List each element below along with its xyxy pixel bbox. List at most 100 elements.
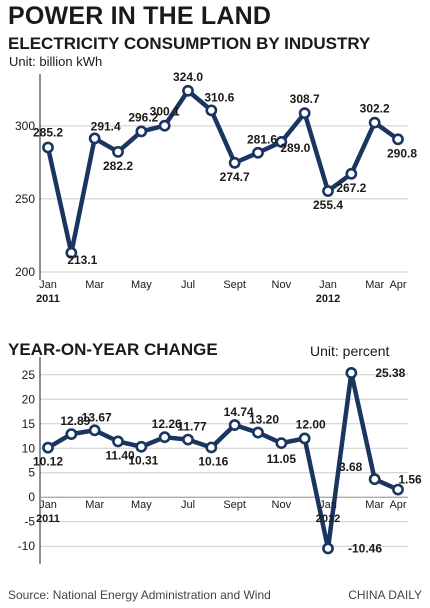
chart2-data-point: [65, 428, 78, 441]
chart1-data-point: [252, 146, 264, 159]
chart1-data-label: 324.0: [173, 70, 203, 84]
chart2-data-label: 10.31: [128, 454, 158, 468]
chart2-y-tick-label: 0: [28, 490, 35, 504]
chart2-x-tick-year-label: 2011: [36, 513, 60, 525]
main-title: POWER IN THE LAND: [8, 2, 272, 30]
chart2-data-label: 12.89: [60, 414, 90, 428]
chart1-y-tick-label: 250: [15, 192, 35, 206]
chart2-data-point: [112, 435, 124, 448]
chart2-data-point: [205, 441, 218, 454]
chart1-x-tick-label: Mar: [365, 279, 384, 291]
chart1-series-line: [45, 88, 401, 256]
chart2-y-tick-label: -5: [24, 515, 35, 529]
chart2-data-point: [345, 367, 358, 379]
chart2-data-label: 1.56: [398, 473, 422, 487]
chart1-data-point: [42, 141, 54, 154]
chart2-data-point: [275, 437, 288, 450]
chart1-x-tick-label: Nov: [272, 279, 292, 291]
chart1-data-point: [205, 104, 218, 117]
chart1-x-tick-label: Jan: [39, 279, 57, 291]
chart1-data-label: 282.2: [103, 159, 133, 173]
chart1-data-point: [298, 107, 311, 120]
chart1-data-point: [158, 119, 171, 132]
chart2-x-tick-label: Jul: [181, 499, 195, 511]
chart2-data-point: [298, 432, 311, 445]
chart2-data-label: 11.40: [105, 448, 135, 462]
chart2-data-point: [158, 431, 171, 444]
chart2-data-point: [392, 483, 404, 496]
chart1-data-point: [65, 246, 78, 259]
chart2-data-label: 25.38: [375, 366, 405, 380]
chart2-data-label: 10.16: [198, 454, 228, 468]
chart2-x-tick-label: Apr: [389, 499, 406, 511]
chart2-data-label: -10.46: [348, 541, 382, 555]
chart2-data-point: [135, 440, 148, 453]
chart2-x-tick-label: Sept: [223, 499, 246, 511]
chart2-data-label: 14.74: [224, 405, 254, 419]
chart2-data-label: 13.20: [249, 413, 279, 427]
chart1-data-label: 302.2: [360, 102, 390, 116]
chart2-x-tick-label: Nov: [272, 499, 292, 511]
chart1-data-point: [135, 125, 148, 138]
chart2-x-tick-label: Mar: [85, 499, 104, 511]
chart2-data-point: [182, 433, 194, 446]
chart1-data-point: [228, 156, 241, 169]
chart1-x-tick-label: Apr: [389, 279, 406, 291]
chart2-series-line: [45, 370, 401, 551]
chart1-x-tick-label: Jul: [181, 279, 195, 291]
chart2-x-tick-year-label: 2012: [316, 513, 340, 525]
chart2-x-tick-label: Mar: [365, 499, 384, 511]
chart1-y-tick-label: 200: [15, 265, 35, 279]
chart2-data-label: 11.77: [177, 420, 207, 434]
chart1-data-label: 290.8: [387, 146, 417, 160]
chart2-data-point: [228, 419, 241, 431]
chart1-data-label: 281.6: [247, 133, 277, 147]
chart1-data-label: 310.6: [204, 90, 234, 104]
chart2-data-point: [42, 441, 54, 454]
chart2-data-label: 3.68: [339, 460, 363, 474]
chart1-unit-label: Unit: billion kWh: [9, 54, 103, 69]
chart1-data-point: [368, 116, 381, 129]
chart1-data-point: [182, 84, 194, 97]
chart2-y-tick-label: 10: [22, 441, 36, 455]
chart1-data-point: [275, 136, 288, 148]
chart1-x-tick-year-label: 2011: [36, 293, 60, 305]
chart1-x-tick-label: Sept: [223, 279, 246, 291]
chart2-data-point: [88, 424, 101, 437]
chart1-data-label: 308.7: [290, 92, 320, 106]
chart1-x-tick-year-label: 2012: [316, 293, 340, 305]
chart1-data-label: 289.0: [280, 141, 310, 155]
chart2-y-tick-label: 25: [22, 368, 36, 382]
chart1-x-tick-label: May: [131, 279, 152, 291]
chart1-x-tick-label: Jan: [319, 279, 337, 291]
chart1-data-point: [392, 133, 404, 146]
chart2-data-label: 12.26: [152, 417, 182, 431]
chart1-title: ELECTRICITY CONSUMPTION BY INDUSTRY: [8, 34, 371, 53]
chart1-data-point: [345, 167, 358, 180]
chart2-data-point: [368, 473, 381, 486]
publisher-credit: CHINA DAILY: [348, 588, 422, 602]
chart1-data-point: [112, 145, 124, 158]
chart1-data-label: 213.1: [67, 253, 97, 267]
chart2-data-label: 13.67: [82, 410, 112, 424]
chart2-title: YEAR-ON-YEAR CHANGE: [8, 340, 218, 359]
chart1-data-label: 267.2: [336, 181, 366, 195]
chart1-data-label: 285.2: [33, 125, 63, 139]
chart1-data-label: 300.1: [150, 105, 180, 119]
chart2-data-point: [252, 426, 264, 439]
chart1-y-tick-label: 300: [15, 119, 35, 133]
chart2-x-tick-label: Jan: [39, 499, 57, 511]
chart2-data-label: 11.05: [267, 452, 297, 466]
chart1-data-point: [322, 185, 334, 197]
chart2-unit-label: Unit: percent: [310, 343, 390, 359]
chart1-x-tick-label: Mar: [85, 279, 104, 291]
chart1-data-point: [88, 132, 101, 145]
chart1-data-label: 296.2: [128, 110, 158, 124]
chart1-data-label: 274.7: [220, 170, 250, 184]
chart2-data-label: 12.00: [296, 417, 326, 431]
chart1-data-label: 291.4: [91, 119, 121, 133]
chart2-data-point: [322, 542, 334, 555]
chart2-y-tick-label: 5: [28, 466, 35, 480]
